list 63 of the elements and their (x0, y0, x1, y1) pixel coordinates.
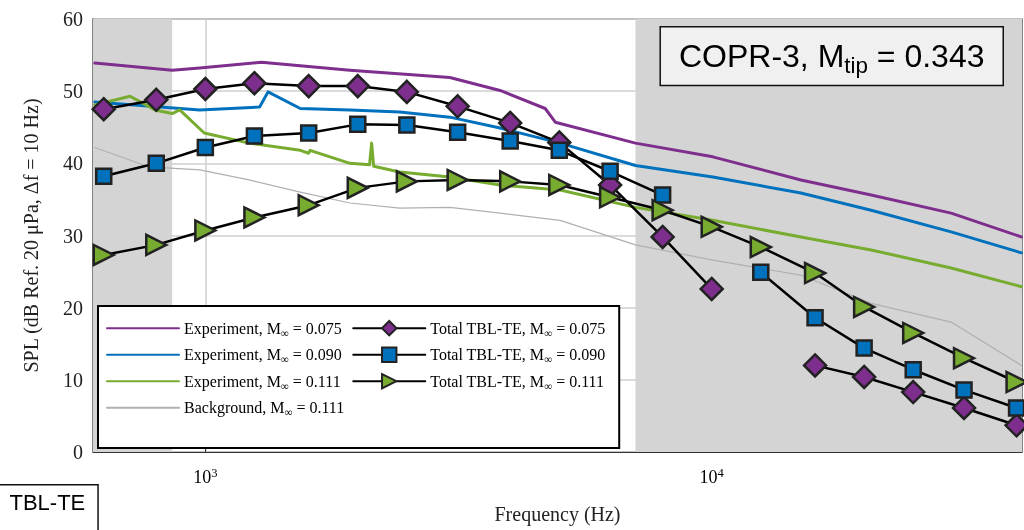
point (900, 379, 926, 405)
point (297, 193, 320, 217)
x-axis-title: Frequency (Hz) (494, 503, 621, 526)
point (752, 263, 770, 282)
y-tick-label: 50 (63, 80, 83, 103)
point (299, 124, 318, 142)
legend-label: Experiment, M∞ = 0.111 (184, 372, 341, 392)
point (952, 346, 976, 370)
point (345, 73, 371, 99)
point (346, 176, 370, 200)
legend-label: Total TBL-TE, M∞ = 0.090 (430, 346, 606, 366)
point (193, 76, 218, 102)
y-tick-label: 0 (73, 441, 83, 463)
point (501, 132, 519, 150)
point (601, 162, 619, 181)
point (445, 94, 470, 119)
point (395, 170, 419, 193)
point (651, 198, 674, 222)
point (147, 154, 166, 173)
point (498, 170, 522, 193)
point (446, 168, 469, 192)
legend-label: Total TBL-TE, M∞ = 0.111 (430, 372, 605, 392)
point (653, 186, 672, 204)
legend-label: Background, M∞ = 0.111 (184, 399, 345, 419)
point (394, 79, 420, 105)
point (245, 127, 264, 145)
point (598, 186, 622, 209)
point (243, 206, 266, 229)
point (855, 339, 873, 357)
point (550, 141, 569, 160)
point (1007, 399, 1024, 417)
y-tick-label: 20 (63, 296, 83, 319)
y-axis-title: SPL (dB Ref. 20 μPa, Δf = 10 Hz) (20, 98, 43, 373)
point (699, 276, 724, 302)
legend-label: Experiment, M∞ = 0.090 (184, 346, 342, 366)
legend-label: Total TBL-TE, M∞ = 0.075 (430, 319, 606, 339)
point (851, 364, 877, 390)
point (901, 321, 925, 345)
point (194, 219, 217, 242)
point (749, 235, 773, 259)
point (91, 96, 116, 122)
point (448, 123, 467, 142)
point (955, 381, 973, 399)
y-tick-label: 30 (63, 224, 83, 247)
legend-label: Experiment, M∞ = 0.075 (184, 319, 342, 339)
point (144, 87, 169, 113)
point (242, 70, 267, 96)
point (145, 233, 168, 257)
point (700, 215, 723, 239)
point (650, 224, 675, 250)
point (92, 243, 115, 267)
point (852, 295, 876, 319)
point (196, 138, 215, 157)
text: TBL-TE (9, 490, 86, 515)
point (349, 115, 367, 134)
point (296, 73, 321, 99)
point (94, 167, 113, 186)
point (548, 173, 571, 197)
point (904, 360, 922, 379)
y-tick-label: 60 (63, 8, 83, 30)
point (398, 116, 416, 134)
y-tick-label: 10 (63, 368, 83, 391)
y-tick-label: 40 (63, 152, 83, 175)
